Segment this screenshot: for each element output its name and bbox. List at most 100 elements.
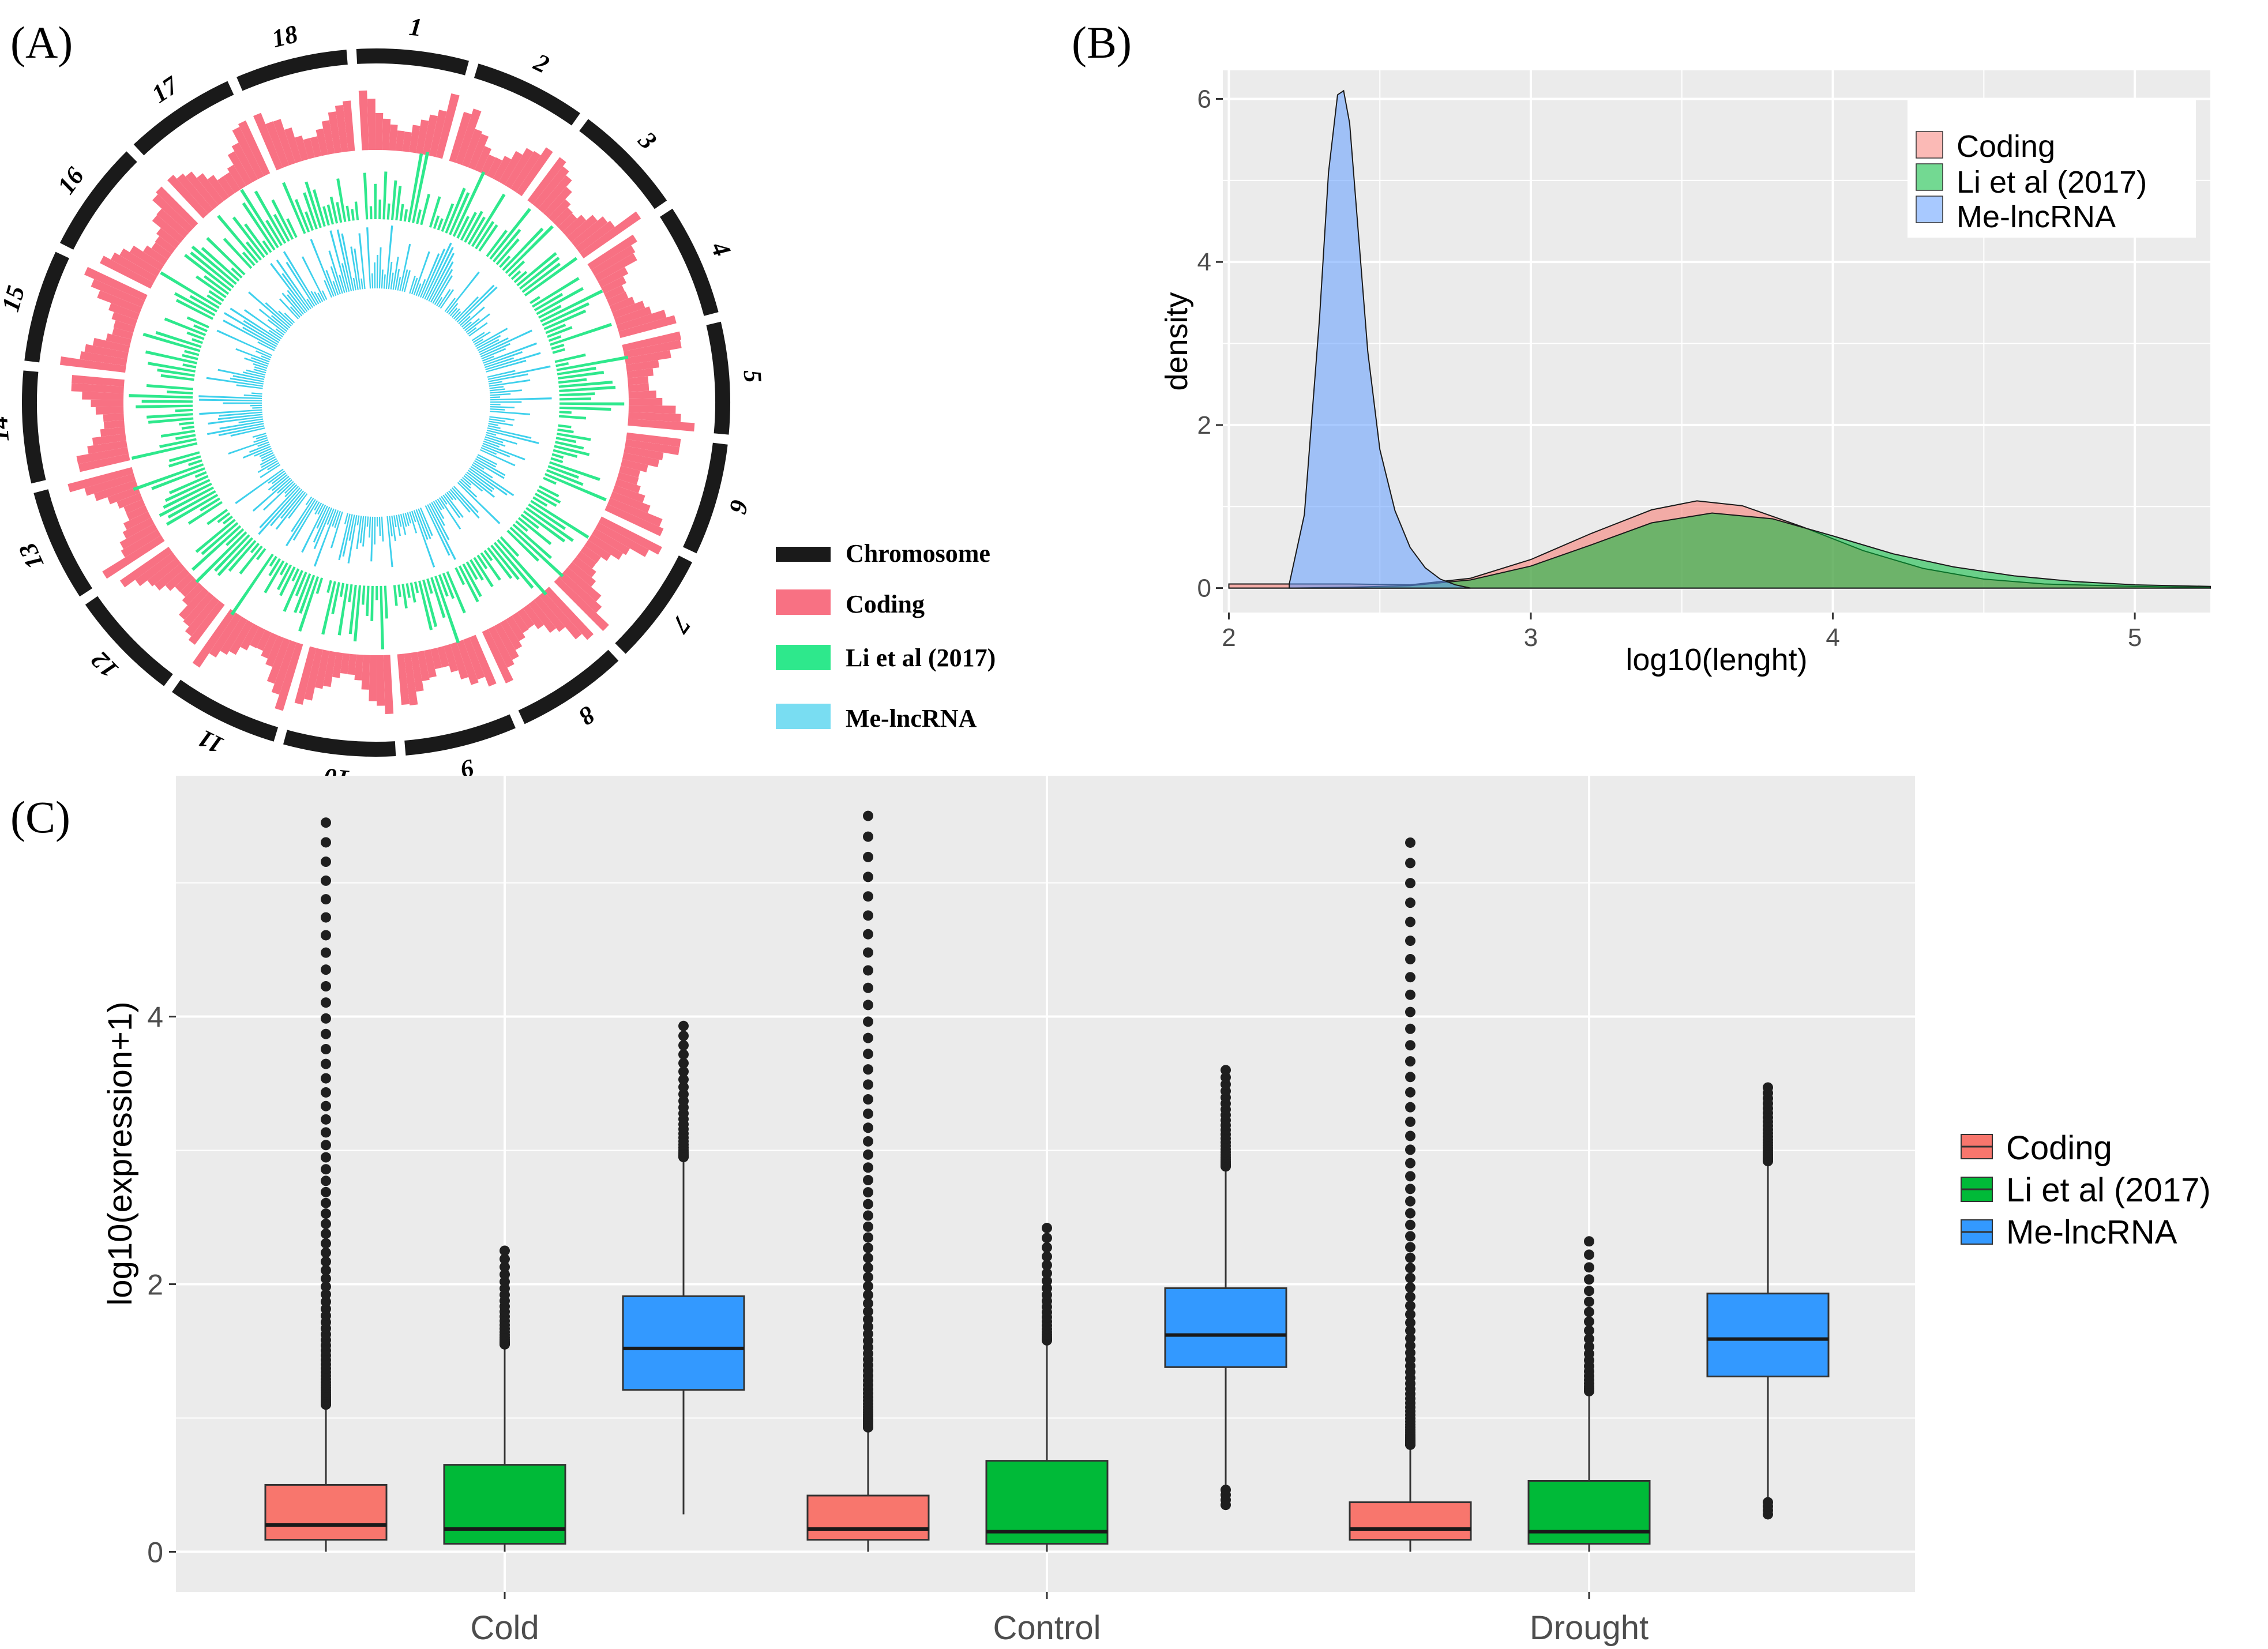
me-track-bar <box>381 516 384 542</box>
boxplot-y-tick-label: 4 <box>147 1001 163 1034</box>
coding-track-bar <box>500 619 523 651</box>
coding-track-bar <box>624 446 664 461</box>
coding-track-bar <box>622 452 660 468</box>
me-track-bar <box>458 286 498 325</box>
li-track-bar <box>295 572 307 596</box>
coding-track-bar <box>192 608 236 668</box>
me-track-bar <box>459 480 478 498</box>
me-track-bar <box>399 243 411 291</box>
li-track-bar <box>160 374 194 381</box>
li-track-bar <box>206 509 228 525</box>
li-track-bar <box>239 545 263 575</box>
li-track-bar <box>164 479 211 502</box>
li-track-bar <box>242 251 256 266</box>
me-track-bar <box>223 320 276 350</box>
li-track-bar <box>551 343 565 350</box>
coding-track-bar <box>494 622 519 660</box>
li-track-bar <box>487 547 513 579</box>
li-track-bar <box>160 430 196 438</box>
li-track-bar <box>430 577 446 618</box>
me-track-bar <box>290 306 301 318</box>
coding-track-bar <box>614 478 641 494</box>
li-track-bar <box>206 236 246 276</box>
coding-track-bar <box>601 276 627 294</box>
li-track-bar <box>559 402 625 405</box>
li-track-bar <box>366 585 370 617</box>
me-track-bar <box>437 498 445 509</box>
density-legend-swatch-coding <box>1916 131 1943 159</box>
li-track-bar <box>536 287 584 315</box>
coding-track-bar <box>154 563 186 591</box>
li-track-bar <box>532 496 548 507</box>
me-track-bar <box>490 397 552 401</box>
li-track-bar <box>500 536 520 557</box>
me-track-bar <box>242 445 271 459</box>
li-track-bar <box>339 583 345 597</box>
me-track-bar <box>424 242 452 300</box>
coding-track-bar <box>397 653 410 705</box>
li-track-bar <box>254 190 287 244</box>
coding-track-bar <box>628 419 695 432</box>
li-track-bar <box>538 305 562 319</box>
li-track-bar <box>559 397 591 401</box>
me-track-bar <box>281 273 310 311</box>
me-track-bar <box>476 456 496 468</box>
li-track-bar <box>393 585 398 606</box>
me-track-bar <box>438 497 461 530</box>
li-track-bar <box>557 428 574 434</box>
chromosome-segment-2 <box>474 63 580 126</box>
coding-track-bar <box>151 242 172 260</box>
me-track-bar <box>261 458 277 468</box>
li-track-bar <box>250 543 260 554</box>
me-track-bar <box>208 416 263 425</box>
li-track-bar <box>555 362 569 367</box>
me-track-bar <box>258 309 287 332</box>
me-track-bar <box>287 294 305 315</box>
coding-track-bar <box>444 644 459 673</box>
me-track-bar <box>263 480 294 511</box>
coding-track-bar <box>623 340 682 358</box>
me-track-bar <box>446 491 454 501</box>
li-track-bar <box>195 519 236 553</box>
li-track-bar <box>200 497 220 512</box>
me-track-bar <box>256 435 267 440</box>
chromosome-label: 6 <box>723 497 754 517</box>
li-track-bar <box>550 322 612 346</box>
coding-track-bar <box>185 171 219 210</box>
me-track-bar <box>254 448 272 457</box>
me-track-bar <box>260 456 276 466</box>
li-track-bar <box>244 223 269 256</box>
boxplot-legend-key-coding <box>1961 1134 1993 1159</box>
coding-track-bar <box>404 652 418 706</box>
legend-swatch-li <box>776 645 831 670</box>
me-track-bar <box>419 253 440 298</box>
me-track-bar <box>254 366 267 371</box>
me-track-bar <box>460 478 471 489</box>
li-track-bar <box>545 473 607 502</box>
coding-track-bar <box>316 128 328 156</box>
coding-track-bar <box>123 499 145 514</box>
coding-track-bar <box>604 504 664 536</box>
coding-track-bar <box>340 653 350 674</box>
li-track-bar <box>242 202 276 251</box>
me-track-bar <box>467 327 477 335</box>
coding-track-bar <box>253 112 283 171</box>
li-track-bar <box>515 520 528 532</box>
li-track-bar <box>471 193 506 247</box>
chromosome-label: 12 <box>85 646 123 684</box>
me-track-bar <box>265 302 292 327</box>
li-track-bar <box>184 254 232 292</box>
li-track-bar <box>187 459 202 467</box>
li-track-bar <box>525 506 574 542</box>
me-track-bar <box>223 312 279 345</box>
coding-track-bar <box>249 626 265 648</box>
me-track-bar <box>400 514 407 535</box>
coding-track-bar <box>122 517 155 539</box>
me-track-bar <box>246 369 266 376</box>
li-track-bar <box>182 354 198 360</box>
coding-track-bar <box>78 453 130 472</box>
li-track-bar <box>559 392 595 397</box>
li-track-bar <box>403 209 408 222</box>
me-track-bar <box>449 307 458 317</box>
li-track-bar <box>540 289 603 323</box>
